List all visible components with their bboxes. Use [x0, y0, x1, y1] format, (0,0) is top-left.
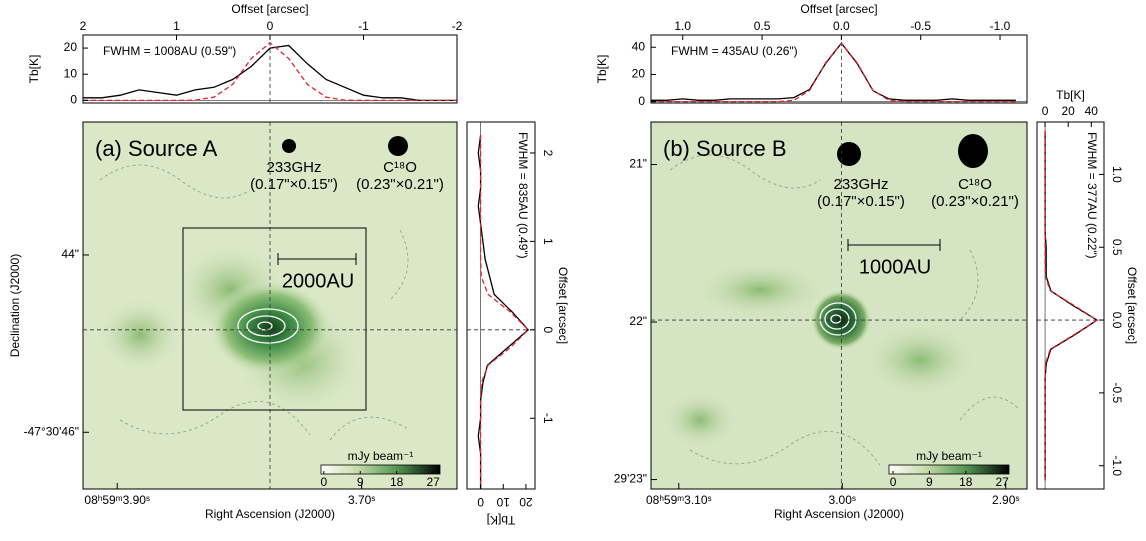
panel-label: (b) Source B	[663, 136, 787, 161]
offset-tick-label: 0.0	[833, 19, 850, 33]
colorbar	[321, 465, 440, 474]
tb-tick-label: 20	[64, 40, 78, 54]
offset-tick-label: -1	[358, 19, 369, 33]
scale-bar-label: 2000AU	[282, 270, 354, 292]
dec-tick-label: 21"	[629, 157, 647, 171]
tb-tick-label: 40	[632, 39, 646, 53]
colorbar-tick-label: 27	[426, 475, 440, 489]
offset-tick-label: 1.0	[1110, 166, 1124, 183]
fwhm-annotation: FWHM = 435AU (0.26")	[671, 44, 798, 58]
colorbar-tick-label: 9	[357, 475, 364, 489]
offset-tick-label: -2	[452, 19, 463, 33]
offset-tick-label: -1.0	[1110, 455, 1124, 476]
offset-tick-label: -0.5	[1110, 383, 1124, 404]
colorbar	[889, 465, 1009, 474]
ra-axis-label: Right Ascension (J2000)	[774, 507, 904, 521]
tb-axis-label: Tb[K]	[1056, 88, 1085, 102]
tb-tick-label: 10	[496, 495, 510, 509]
fwhm-annotation: FWHM = 377AU (0.22")	[1085, 132, 1099, 259]
tb-tick-label: 20	[1062, 104, 1076, 118]
dec-axis-label: Declination (J2000)	[8, 254, 22, 357]
colorbar-tick-label: 0	[320, 475, 327, 489]
dec-tick-label: 44"	[61, 247, 79, 261]
tb-tick-label: 20	[519, 495, 533, 509]
offset-axis-label: Offset [arcsec]	[556, 267, 570, 344]
offset-tick-label: 1	[173, 19, 180, 33]
ra-axis-label: Right Ascension (J2000)	[205, 507, 335, 521]
offset-tick-label: 0.0	[1110, 312, 1124, 329]
beam-label: C¹⁸O	[958, 176, 992, 193]
colorbar-tick-label: 0	[890, 475, 897, 489]
panel-label: (a) Source A	[95, 136, 218, 161]
offset-axis-label: Offset [arcsec]	[231, 2, 308, 16]
offset-tick-label: 0.5	[754, 19, 771, 33]
tb-tick-label: 0	[638, 94, 645, 108]
beam-size: (0.23"×0.21")	[356, 176, 444, 193]
fwhm-annotation: FWHM = 1008AU (0.59")	[103, 44, 236, 58]
offset-tick-label: 2	[80, 19, 87, 33]
dec-tick-label: 29'23"	[614, 472, 647, 486]
offset-tick-label: 1.0	[674, 19, 691, 33]
offset-tick-label: 0.5	[1110, 239, 1124, 256]
ra-tick-label: 3.00ˢ	[829, 493, 856, 507]
ra-tick-label: 08ʰ59ᵐ3.90ˢ	[84, 493, 150, 507]
tb-tick-label: 0	[70, 93, 77, 107]
tb-tick-label: 10	[64, 66, 78, 80]
beam-label: 233GHz	[833, 176, 888, 193]
ra-tick-label: 2.90ˢ	[992, 493, 1019, 507]
offset-axis-label: Offset [arcsec]	[800, 2, 877, 16]
colorbar-label: mJy beam⁻¹	[348, 449, 414, 463]
offset-tick-label: 2	[541, 150, 555, 157]
offset-tick-label: 0	[541, 326, 555, 333]
beam-size: (0.23"×0.21")	[931, 193, 1019, 210]
figure: 210-1-2Offset [arcsec]01020Tb[K]FWHM = 1…	[0, 0, 1146, 541]
beam-size: (0.17"×0.15")	[817, 193, 905, 210]
offset-tick-label: 0	[267, 19, 274, 33]
tb-tick-label: 20	[632, 67, 646, 81]
beam-label: 233GHz	[266, 159, 321, 176]
offset-tick-label: -0.5	[910, 19, 931, 33]
colorbar-label: mJy beam⁻¹	[916, 449, 982, 463]
fwhm-annotation: FWHM = 835AU (0.49")	[516, 132, 530, 259]
colorbar-tick-label: 18	[959, 475, 973, 489]
dec-tick-label: -47°30'46"	[24, 424, 79, 438]
tb-axis-label: Tb[K]	[27, 55, 41, 84]
ra-tick-label: 08ʰ59ᵐ3.10ˢ	[646, 493, 712, 507]
offset-tick-label: -1.0	[990, 19, 1011, 33]
scale-bar-label: 1000AU	[859, 256, 931, 278]
offset-axis-label: Offset [arcsec]	[1125, 267, 1139, 344]
colorbar-tick-label: 27	[995, 475, 1009, 489]
colorbar-tick-label: 9	[926, 475, 933, 489]
tb-tick-label: 0	[1042, 104, 1049, 118]
offset-tick-label: 1	[541, 238, 555, 245]
offset-tick-label: -1	[541, 413, 555, 424]
colorbar-tick-label: 18	[390, 475, 404, 489]
tb-tick-label: 40	[1085, 104, 1099, 118]
dec-tick-label: 22"	[629, 314, 647, 328]
beam-size: (0.17"×0.15")	[250, 176, 338, 193]
ra-tick-label: 3.70ˢ	[348, 493, 375, 507]
tb-axis-label: Tb[K]	[595, 55, 609, 84]
tb-axis-label: Tb[K]	[487, 513, 516, 527]
beam-label: C¹⁸O	[383, 159, 417, 176]
tb-tick-label: 0	[477, 495, 484, 509]
